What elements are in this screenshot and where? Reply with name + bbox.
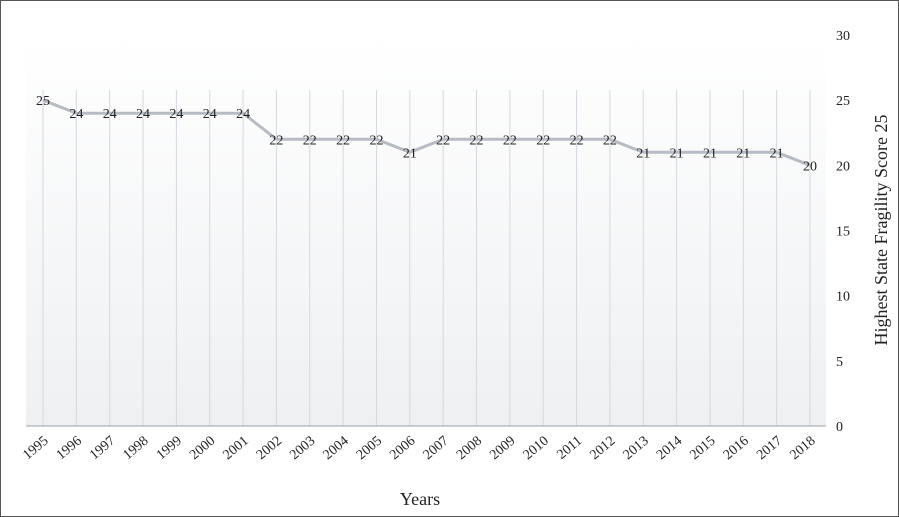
data-label: 22	[503, 133, 517, 148]
x-tick-label: 2008	[454, 434, 485, 463]
x-tick-label: 2004	[321, 434, 352, 463]
y-tick-label: 20	[836, 159, 850, 174]
x-tick-labels: 1995 1996 1997 1998 1999 2000 2001 2002 2003 2004…	[20, 434, 818, 463]
x-tick-label: 1995	[20, 434, 51, 463]
plot-area	[26, 35, 826, 426]
x-tick-label: 2015	[687, 434, 718, 463]
y-axis-title: Highest State Fragility Score 25	[871, 115, 891, 346]
data-label: 21	[736, 146, 750, 161]
series-line	[42, 98, 811, 167]
data-label: 24	[203, 107, 217, 122]
y-tick-label: 25	[836, 94, 850, 109]
data-label: 21	[770, 146, 784, 161]
x-tick-label: 2012	[587, 434, 618, 463]
x-tick-label: 2013	[621, 434, 652, 463]
data-label: 22	[436, 133, 450, 148]
x-tick-label: 1999	[154, 434, 185, 463]
x-tick-label: 2018	[787, 434, 818, 463]
y-tick-label: 0	[836, 420, 843, 435]
y-tick-label: 30	[836, 29, 850, 44]
y-tick-labels: 0 5 10 15 20 25 30	[836, 29, 850, 435]
data-label: 21	[670, 146, 684, 161]
x-tick-label: 1996	[54, 434, 85, 463]
x-tick-label: 2006	[387, 434, 418, 463]
data-label: 24	[169, 107, 183, 122]
x-tick-label: 2016	[721, 434, 752, 463]
data-label: 22	[470, 133, 484, 148]
x-tick-label: 2010	[521, 434, 552, 463]
x-tick-label: 2001	[221, 434, 252, 463]
data-label: 21	[703, 146, 717, 161]
data-label: 20	[803, 159, 817, 174]
data-label: 22	[336, 133, 350, 148]
data-label: 24	[236, 107, 250, 122]
y-tick-label: 5	[836, 355, 843, 370]
x-tick-label: 2017	[754, 434, 785, 463]
grid-lines	[42, 90, 811, 426]
data-label: 22	[536, 133, 550, 148]
data-label: 22	[603, 133, 617, 148]
x-tick-label: 2011	[554, 434, 585, 463]
data-labels: 25 24 24 24 24 24 24 22 22 22 22 21 22 22 22 22 22 22 21 21…	[36, 94, 817, 174]
x-tick-label: 2005	[354, 434, 385, 463]
data-label: 25	[36, 94, 50, 109]
data-label: 24	[136, 107, 150, 122]
data-label: 22	[369, 133, 383, 148]
x-tick-label: 2000	[187, 434, 218, 463]
data-label: 21	[636, 146, 650, 161]
data-label: 22	[303, 133, 317, 148]
x-axis-title: Years	[400, 489, 440, 509]
x-tick-label: 2007	[421, 434, 452, 463]
data-label: 24	[103, 107, 117, 122]
x-tick-label: 2009	[487, 434, 518, 463]
x-tick-label: 2002	[254, 434, 285, 463]
data-label: 22	[570, 133, 584, 148]
x-tick-label: 1997	[87, 434, 118, 463]
y-tick-label: 10	[836, 290, 850, 305]
data-label: 21	[403, 146, 417, 161]
x-tick-label: 1998	[121, 434, 152, 463]
y-tick-label: 15	[836, 225, 850, 240]
x-tick-label: 2003	[287, 434, 318, 463]
x-tick-label: 2014	[654, 434, 685, 463]
data-label: 24	[69, 107, 83, 122]
data-label: 22	[269, 133, 283, 148]
